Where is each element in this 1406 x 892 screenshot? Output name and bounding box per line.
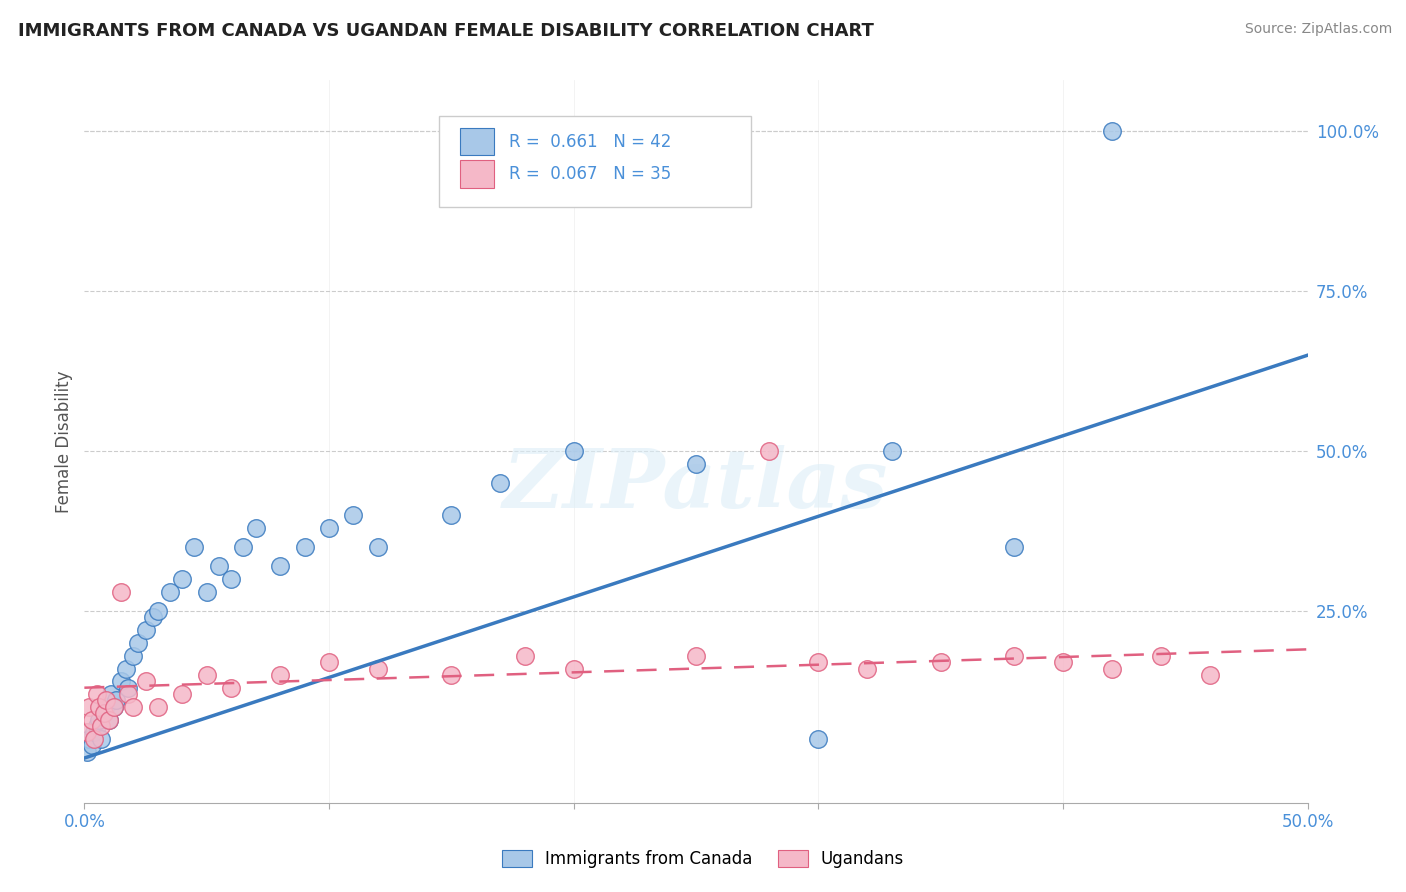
Point (269, 559, 291, 574)
Point (135, 674, 157, 689)
Point (318, 655, 340, 669)
Point (489, 476, 512, 491)
Point (87, 699, 110, 714)
Point (318, 521, 340, 535)
Point (122, 648, 145, 663)
Point (159, 584, 181, 599)
Point (440, 668, 463, 682)
Point (77, 731, 100, 746)
Y-axis label: Female Disability: Female Disability (55, 370, 73, 513)
Point (90, 719, 112, 733)
Point (87, 713, 110, 727)
Point (807, 655, 830, 669)
Point (146, 604, 169, 618)
Point (142, 610, 165, 624)
Point (135, 623, 157, 637)
Point (103, 699, 125, 714)
FancyBboxPatch shape (439, 117, 751, 207)
Point (685, 648, 707, 663)
Point (562, 444, 585, 458)
Point (76, 725, 98, 739)
Point (183, 540, 205, 554)
Point (86, 687, 108, 701)
Point (115, 661, 138, 675)
Text: R =  0.067   N = 35: R = 0.067 N = 35 (509, 165, 671, 183)
Point (117, 687, 139, 701)
Point (245, 521, 267, 535)
Point (117, 681, 139, 695)
Point (232, 540, 254, 554)
Point (97, 713, 120, 727)
Point (1101, 661, 1123, 675)
Point (367, 540, 389, 554)
Point (93, 706, 115, 721)
Point (83, 731, 105, 746)
Point (80, 713, 103, 727)
Point (342, 508, 364, 522)
Point (105, 693, 128, 707)
Point (172, 687, 194, 701)
Point (146, 699, 169, 714)
Point (83, 725, 105, 739)
Point (1002, 648, 1025, 663)
Point (880, 444, 903, 458)
Point (294, 540, 316, 554)
Point (96, 699, 118, 714)
Text: ZIPatlas: ZIPatlas (503, 445, 889, 524)
Point (172, 572, 194, 586)
Point (219, 681, 242, 695)
Point (219, 572, 242, 586)
Point (195, 584, 218, 599)
Point (80, 738, 103, 752)
Point (929, 655, 952, 669)
Point (440, 508, 463, 522)
Point (86, 719, 108, 733)
Point (1002, 540, 1025, 554)
Point (208, 559, 231, 574)
Point (195, 668, 218, 682)
Point (856, 661, 879, 675)
Point (269, 668, 291, 682)
Point (93, 706, 115, 721)
Point (1198, 668, 1220, 682)
Point (103, 699, 125, 714)
Point (1101, 124, 1123, 138)
Point (562, 661, 585, 675)
Point (122, 699, 145, 714)
Point (1150, 648, 1173, 663)
Point (76, 745, 98, 759)
Legend: Immigrants from Canada, Ugandans: Immigrants from Canada, Ugandans (495, 843, 911, 875)
Point (110, 674, 132, 689)
Text: Source: ZipAtlas.com: Source: ZipAtlas.com (1244, 22, 1392, 37)
Text: IMMIGRANTS FROM CANADA VS UGANDAN FEMALE DISABILITY CORRELATION CHART: IMMIGRANTS FROM CANADA VS UGANDAN FEMALE… (18, 22, 875, 40)
Point (96, 693, 118, 707)
Point (97, 713, 120, 727)
Point (513, 648, 536, 663)
Bar (460, 128, 494, 155)
Point (758, 444, 780, 458)
Point (127, 636, 149, 650)
Point (90, 731, 112, 746)
Point (1052, 655, 1074, 669)
Point (77, 699, 100, 714)
Point (100, 687, 122, 701)
Point (807, 731, 830, 746)
Bar (460, 161, 494, 188)
Point (685, 457, 707, 471)
Point (110, 584, 132, 599)
Point (367, 661, 389, 675)
Text: R =  0.661   N = 42: R = 0.661 N = 42 (509, 133, 671, 151)
